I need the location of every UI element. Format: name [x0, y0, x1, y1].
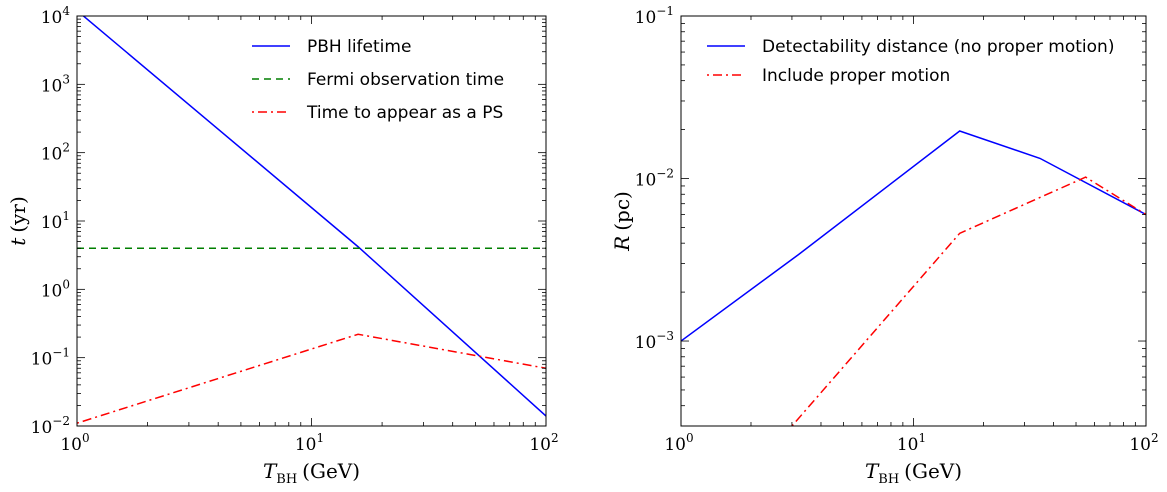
- x-axis-label-subscript: BH: [878, 472, 899, 487]
- y-tick-label-exponent: −3: [656, 329, 674, 343]
- x-tick-label-base: 10: [664, 435, 686, 455]
- x-axis-label-subscript: BH: [276, 472, 297, 487]
- legend-label-1: Detectability distance (no proper motion…: [762, 37, 1114, 57]
- y-tick-label-exponent: 1: [62, 209, 70, 223]
- x-tick-label: 101: [897, 431, 926, 455]
- x-tick-label: 100: [664, 431, 693, 455]
- x-axis-label: TBH (GeV): [263, 459, 360, 487]
- y-tick-label: 103: [41, 72, 70, 96]
- legend-label-3: Time to appear as a PS: [306, 103, 503, 123]
- y-tick-label-exponent: 0: [62, 277, 70, 291]
- y-tick-label-exponent: 2: [62, 141, 70, 155]
- legend: Detectability distance (no proper motion…: [707, 37, 1114, 86]
- y-tick-label-exponent: −1: [656, 4, 674, 18]
- x-tick-label: 102: [1129, 431, 1158, 455]
- tick-marks: [76, 15, 547, 427]
- y-tick-label: 10−1: [31, 346, 70, 370]
- y-tick-label: 10−2: [31, 414, 70, 438]
- y-tick-label: 10−3: [635, 329, 674, 353]
- y-tick-label-exponent: −2: [52, 414, 70, 428]
- y-axis-label-unit: (yr): [6, 196, 30, 232]
- x-axis-label: TBH (GeV): [865, 459, 962, 487]
- legend: PBH lifetime Fermi observation time Time t…: [252, 37, 504, 123]
- x-tick-label-exponent: 1: [919, 431, 927, 445]
- x-tick-label-base: 10: [897, 435, 919, 455]
- x-tick-label-exponent: 1: [317, 431, 325, 445]
- y-tick-label-base: 10: [41, 145, 63, 165]
- y-tick-label-base: 10: [635, 8, 657, 28]
- y-tick-label-exponent: −1: [52, 346, 70, 360]
- y-tick-label: 104: [41, 4, 71, 28]
- x-tick-label-exponent: 2: [1151, 431, 1159, 445]
- series-line-2: [791, 176, 1146, 426]
- y-tick-label-base: 10: [41, 213, 63, 233]
- y-axis-label-unit: (pc): [610, 191, 634, 231]
- y-tick-label-base: 10: [31, 418, 53, 438]
- x-tick-label: 100: [60, 431, 89, 455]
- x-tick-label-exponent: 0: [82, 431, 90, 445]
- y-axis-label: R (pc): [610, 191, 634, 252]
- y-axis-label-main: R: [610, 236, 634, 252]
- x-tick-label-base: 10: [1129, 435, 1151, 455]
- y-tick-label-base: 10: [635, 333, 657, 353]
- x-axis-label-unit: (GeV): [904, 459, 962, 483]
- y-tick-label-base: 10: [635, 171, 657, 191]
- y-axis-label: t (yr): [6, 196, 30, 246]
- y-tick-label: 10−2: [635, 167, 674, 191]
- series-line-1: [681, 130, 1146, 342]
- y-tick-label-exponent: 3: [62, 72, 70, 86]
- y-tick-label-exponent: −2: [656, 167, 674, 181]
- x-tick-label-base: 10: [295, 435, 317, 455]
- y-tick-label-exponent: 4: [62, 4, 70, 18]
- y-tick-label: 10−1: [635, 4, 674, 28]
- x-tick-label-base: 10: [60, 435, 82, 455]
- legend-label-1: PBH lifetime: [307, 37, 411, 57]
- x-axis-label-unit: (GeV): [302, 459, 360, 483]
- x-axis-label-main: T: [263, 459, 278, 483]
- y-axis-label-main: t: [6, 237, 30, 246]
- legend-label-2: Include proper motion: [762, 66, 950, 86]
- y-tick-label: 102: [41, 141, 70, 165]
- y-tick-label: 101: [41, 209, 70, 233]
- y-tick-label-base: 10: [41, 76, 63, 96]
- series-line-3: [77, 333, 546, 424]
- x-tick-label-exponent: 2: [551, 431, 559, 445]
- x-tick-label: 101: [295, 431, 324, 455]
- x-tick-label-exponent: 0: [686, 431, 694, 445]
- y-tick-label: 100: [41, 277, 70, 301]
- x-tick-label-base: 10: [529, 435, 551, 455]
- y-tick-label-base: 10: [41, 281, 63, 301]
- series-line-1: [82, 16, 546, 417]
- y-tick-label-base: 10: [31, 350, 53, 370]
- tick-marks: [680, 15, 1147, 427]
- y-tick-label-base: 10: [41, 8, 63, 28]
- x-axis-label-main: T: [865, 459, 880, 483]
- x-tick-label: 102: [529, 431, 558, 455]
- legend-label-2: Fermi observation time: [307, 70, 504, 90]
